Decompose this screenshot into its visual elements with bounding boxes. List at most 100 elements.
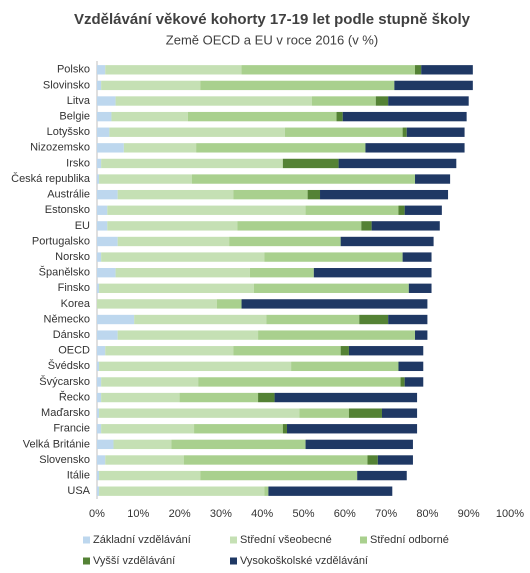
y-tick-label: Slovinsko: [43, 79, 90, 91]
bar-segment: [398, 205, 405, 215]
legend-label: Střední odborné: [370, 534, 449, 546]
y-tick-label: Norsko: [55, 251, 90, 263]
bar-segment: [415, 65, 422, 75]
bar-segment: [105, 65, 242, 75]
y-tick-label: Finsko: [58, 282, 90, 294]
legend-label: Vysokoškolské vzdělávání: [240, 555, 368, 567]
legend-label: Vyšší vzdělávání: [93, 555, 175, 567]
bar-segment: [97, 65, 106, 75]
bar-segment: [249, 268, 314, 278]
bar-segment: [101, 252, 265, 262]
bar-segment: [408, 283, 432, 293]
bar-segment: [97, 408, 100, 418]
y-tick-label: Estonsko: [45, 204, 90, 216]
y-tick-label: Polsko: [57, 64, 90, 76]
y-tick-label: Lotyšsko: [47, 126, 90, 138]
y-tick-label: Maďarsko: [41, 407, 90, 419]
bar-segment: [367, 455, 378, 465]
y-tick-label: Švýcarsko: [39, 375, 90, 388]
bar-segment: [307, 189, 321, 200]
y-tick-label: OECD: [58, 345, 90, 357]
bar-segment: [274, 392, 418, 403]
y-tick-label: Španělsko: [39, 266, 90, 279]
y-tick-label: Slovensko: [39, 454, 90, 466]
bar-segment: [134, 314, 267, 325]
x-tick-label: 10%: [127, 508, 149, 520]
bar-segment: [348, 408, 382, 418]
bar-segment: [361, 221, 372, 231]
x-tick-label: 60%: [334, 508, 356, 520]
bar-segment: [97, 377, 102, 387]
x-tick-label: 20%: [169, 508, 191, 520]
bar-segment: [264, 252, 403, 262]
legend-label: Základní vzdělávání: [93, 534, 191, 546]
y-tick-label: Austrálie: [47, 189, 90, 201]
bar-segment: [394, 80, 473, 91]
y-tick-label: Německo: [44, 313, 90, 325]
bar-segment: [101, 80, 201, 91]
bar-segment: [311, 96, 376, 106]
legend-swatch: [83, 557, 90, 565]
x-tick-label: 50%: [292, 508, 314, 520]
bar-segment: [340, 236, 434, 247]
bar-segment: [183, 455, 368, 465]
bar-segment: [198, 377, 401, 387]
bar-segment: [97, 236, 118, 247]
bar-segment: [237, 221, 362, 231]
bar-segment: [282, 158, 339, 169]
bar-segment: [97, 143, 124, 153]
y-tick-label: Itálie: [67, 469, 90, 481]
y-tick-label: Portugalsko: [32, 235, 90, 247]
y-tick-label: Švédsko: [48, 359, 90, 372]
legend-swatch: [230, 557, 237, 565]
bar-segment: [402, 252, 432, 262]
bar-segment: [229, 236, 341, 247]
y-tick-label: Velká Británie: [23, 438, 90, 450]
bar-segment: [97, 299, 217, 309]
y-tick-label: Irsko: [66, 157, 90, 169]
bar-segment: [241, 299, 428, 309]
bar-segment: [179, 392, 259, 403]
bar-segment: [97, 424, 102, 434]
bar-segment: [107, 205, 306, 215]
bar-segment: [284, 127, 403, 137]
bar-segment: [105, 346, 234, 356]
bar-segment: [97, 439, 114, 450]
bar-segment: [406, 127, 465, 137]
bar-segment: [97, 486, 100, 496]
legend-swatch: [360, 536, 367, 544]
bar-segment: [388, 314, 428, 325]
bar-segment: [97, 96, 116, 106]
y-tick-label: Belgie: [59, 111, 90, 123]
y-tick-label: Nizozemsko: [30, 142, 90, 154]
bar-segment: [105, 455, 184, 465]
y-tick-label: Dánsko: [53, 329, 90, 341]
bar-segment: [348, 346, 424, 356]
bar-segment: [97, 189, 118, 200]
bar-segment: [253, 283, 409, 293]
bar-segment: [117, 330, 259, 340]
bar-segment: [320, 189, 449, 200]
bar-segment: [200, 470, 358, 481]
bar-segment: [338, 158, 457, 169]
x-tick-label: 0%: [89, 508, 105, 520]
bar-segment: [187, 111, 337, 122]
bar-segment: [123, 143, 197, 153]
bar-segment: [99, 486, 265, 496]
bar-segment: [233, 189, 308, 200]
bar-segment: [340, 346, 349, 356]
bar-segment: [264, 486, 269, 496]
legend-swatch: [230, 536, 237, 544]
bar-segment: [97, 174, 100, 184]
bar-segment: [99, 470, 201, 481]
bar-segment: [398, 361, 424, 372]
bar-segment: [375, 96, 389, 106]
bar-segment: [115, 268, 250, 278]
x-tick-label: 70%: [375, 508, 397, 520]
bar-segment: [388, 96, 469, 106]
bar-segment: [99, 361, 292, 372]
bar-segment: [101, 377, 199, 387]
bar-segment: [196, 143, 366, 153]
